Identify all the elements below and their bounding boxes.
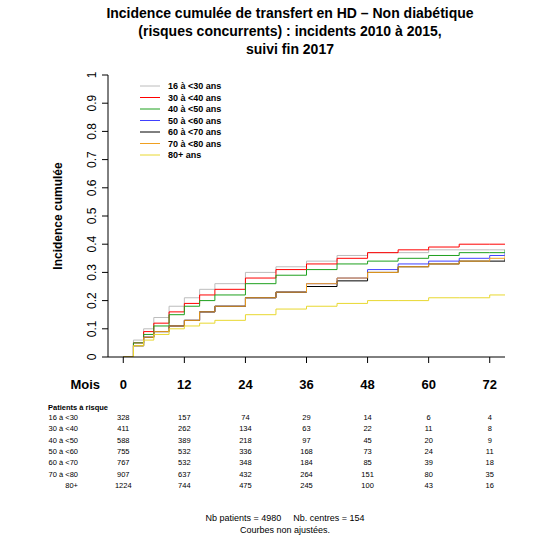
svg-text:475: 475 — [239, 481, 252, 490]
svg-text:80+ ans: 80+ ans — [168, 150, 201, 160]
svg-text:1224: 1224 — [115, 481, 132, 490]
svg-text:4: 4 — [488, 413, 492, 422]
svg-text:Patients à risque: Patients à risque — [48, 403, 108, 412]
svg-text:35: 35 — [486, 470, 494, 479]
svg-text:Nb patients = 4980Nb. centres: Nb patients = 4980Nb. centres = 154 — [205, 513, 364, 523]
svg-text:60 à <70: 60 à <70 — [49, 458, 78, 467]
svg-text:0.4: 0.4 — [85, 236, 99, 253]
svg-text:348: 348 — [239, 458, 252, 467]
svg-text:532: 532 — [178, 447, 191, 456]
svg-text:0.3: 0.3 — [85, 264, 99, 281]
svg-text:151: 151 — [361, 470, 374, 479]
svg-text:336: 336 — [239, 447, 252, 456]
svg-text:29: 29 — [302, 413, 310, 422]
svg-text:60: 60 — [421, 377, 435, 392]
svg-text:36: 36 — [299, 377, 313, 392]
svg-text:134: 134 — [239, 424, 252, 433]
svg-text:11: 11 — [425, 424, 433, 433]
svg-text:1: 1 — [85, 71, 99, 78]
svg-text:432: 432 — [239, 470, 252, 479]
svg-text:16 à <30 ans: 16 à <30 ans — [168, 81, 221, 91]
svg-text:22: 22 — [363, 424, 371, 433]
svg-text:63: 63 — [302, 424, 310, 433]
svg-text:18: 18 — [486, 458, 494, 467]
svg-text:907: 907 — [117, 470, 130, 479]
svg-text:0.1: 0.1 — [85, 320, 99, 337]
svg-text:0.7: 0.7 — [85, 151, 99, 168]
svg-text:97: 97 — [302, 436, 310, 445]
svg-text:245: 245 — [300, 481, 313, 490]
svg-text:30 à <40 ans: 30 à <40 ans — [168, 93, 221, 103]
svg-text:(risques concurrents) : incide: (risques concurrents) : incidents 2010 à… — [138, 23, 441, 39]
svg-text:0: 0 — [85, 353, 99, 360]
svg-text:12: 12 — [177, 377, 191, 392]
svg-text:744: 744 — [178, 481, 191, 490]
svg-text:50 à <60: 50 à <60 — [49, 447, 78, 456]
svg-text:80: 80 — [424, 470, 432, 479]
svg-text:14: 14 — [363, 413, 371, 422]
svg-text:Incidence cumulée de transfert: Incidence cumulée de transfert en HD – N… — [106, 5, 473, 21]
svg-text:262: 262 — [178, 424, 191, 433]
svg-text:588: 588 — [117, 436, 130, 445]
svg-text:11: 11 — [486, 447, 494, 456]
svg-text:24: 24 — [424, 447, 432, 456]
svg-text:16: 16 — [486, 481, 494, 490]
svg-text:328: 328 — [117, 413, 130, 422]
svg-text:0.2: 0.2 — [85, 292, 99, 309]
svg-text:45: 45 — [363, 436, 371, 445]
svg-text:74: 74 — [241, 413, 249, 422]
svg-text:43: 43 — [424, 481, 432, 490]
svg-text:411: 411 — [117, 424, 129, 433]
svg-text:Incidence cumulée: Incidence cumulée — [51, 162, 65, 270]
svg-text:218: 218 — [239, 436, 252, 445]
svg-text:48: 48 — [360, 377, 374, 392]
svg-text:100: 100 — [361, 481, 374, 490]
svg-text:30 à <40: 30 à <40 — [49, 424, 78, 433]
svg-text:637: 637 — [178, 470, 191, 479]
svg-text:264: 264 — [300, 470, 313, 479]
svg-text:767: 767 — [117, 458, 130, 467]
svg-text:60 à <70 ans: 60 à <70 ans — [168, 127, 221, 137]
svg-text:16 à <30: 16 à <30 — [49, 413, 78, 422]
svg-text:Mois: Mois — [70, 377, 100, 392]
svg-text:0.6: 0.6 — [85, 179, 99, 196]
svg-text:0.8: 0.8 — [85, 123, 99, 140]
svg-text:157: 157 — [178, 413, 191, 422]
svg-text:72: 72 — [482, 377, 496, 392]
svg-text:8: 8 — [488, 424, 492, 433]
svg-text:184: 184 — [300, 458, 313, 467]
svg-text:39: 39 — [424, 458, 432, 467]
svg-text:40 à <50: 40 à <50 — [49, 436, 78, 445]
svg-text:6: 6 — [427, 413, 431, 422]
svg-text:40 à <50 ans: 40 à <50 ans — [168, 104, 221, 114]
svg-text:389: 389 — [178, 436, 191, 445]
svg-text:70 à <80: 70 à <80 — [49, 470, 78, 479]
svg-text:suivi fin 2017: suivi fin 2017 — [246, 41, 334, 57]
svg-text:85: 85 — [363, 458, 371, 467]
svg-text:80+: 80+ — [65, 481, 78, 490]
svg-text:755: 755 — [117, 447, 130, 456]
svg-text:24: 24 — [238, 377, 253, 392]
svg-text:0.9: 0.9 — [85, 95, 99, 112]
svg-text:532: 532 — [178, 458, 191, 467]
svg-text:9: 9 — [488, 436, 492, 445]
svg-text:73: 73 — [363, 447, 371, 456]
svg-text:0: 0 — [120, 377, 127, 392]
svg-text:20: 20 — [424, 436, 432, 445]
svg-text:Courbes non ajustées.: Courbes non ajustées. — [240, 525, 330, 535]
svg-text:70 à <80 ans: 70 à <80 ans — [168, 139, 221, 149]
svg-text:0.5: 0.5 — [85, 207, 99, 224]
svg-text:168: 168 — [300, 447, 313, 456]
svg-text:50 à <60 ans: 50 à <60 ans — [168, 116, 221, 126]
